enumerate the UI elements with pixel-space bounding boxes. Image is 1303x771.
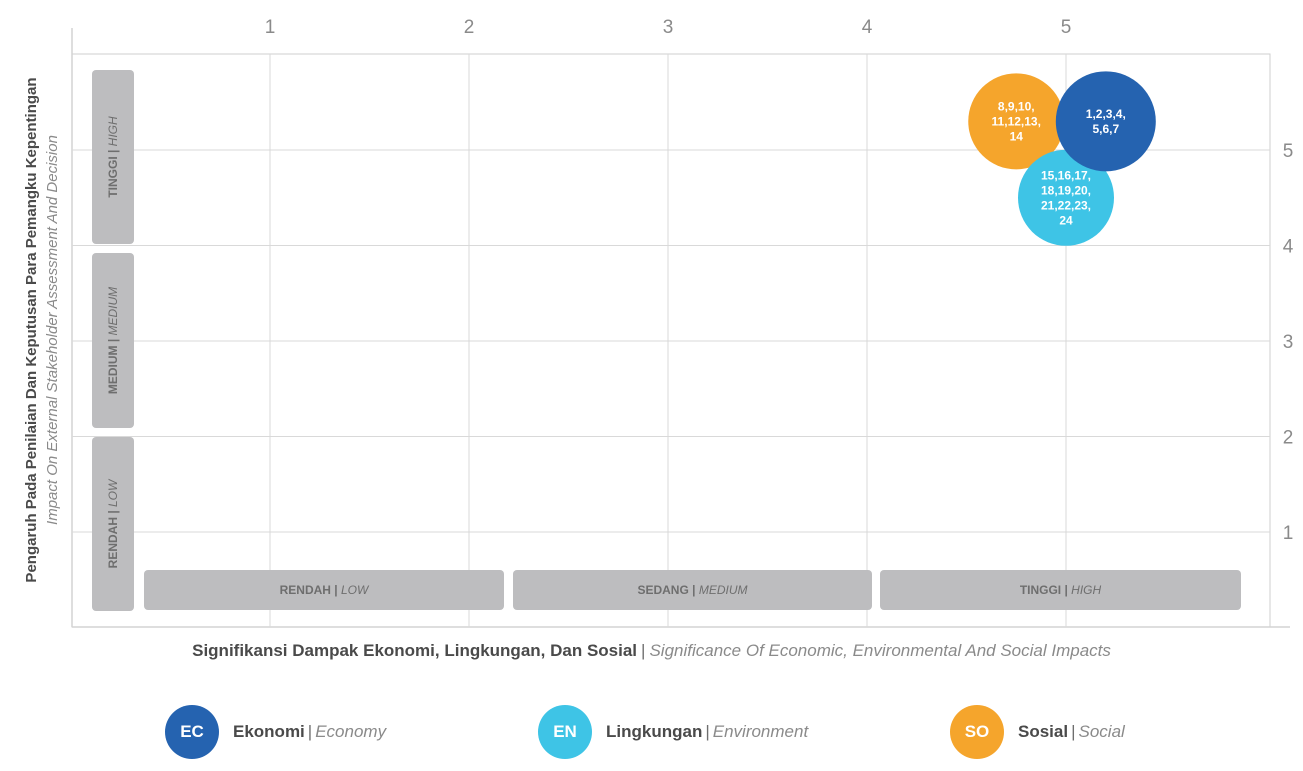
legend-name-ec: Ekonomi: [233, 722, 305, 741]
legend-sep-ec: |: [307, 722, 313, 741]
legend-sep-en: |: [705, 722, 710, 741]
y-band-label: RENDAH | LOW: [106, 478, 120, 568]
band-labels: RENDAH | LOW SEDANG | MEDIUM TINGGI | HIGH…: [92, 70, 1241, 611]
bubble-label-line: 24: [1059, 213, 1073, 227]
x-tick-label: 3: [663, 17, 674, 38]
x-band-label: RENDAH | LOW: [280, 583, 370, 597]
x-band-label: SEDANG | MEDIUM: [637, 583, 747, 597]
legend-name-so: Sosial: [1018, 722, 1069, 741]
bubble-en: 15,16,17,18,19,20,21,22,23,24: [1018, 149, 1114, 246]
bubble-circle: [1055, 71, 1156, 172]
x-band-box: [880, 570, 1241, 610]
y-axis-label-sub: Impact On External Stakeholder Assessmen…: [44, 135, 61, 525]
legend-item-social: SO Sosial | Social: [950, 705, 1125, 759]
bubble-ec: 1,2,3,4,5,6,7: [1055, 71, 1156, 172]
bubble-label-line: 18,19,20,: [1041, 183, 1091, 197]
legend-marker-ec: EC: [165, 705, 219, 759]
legend-marker-en: EN: [538, 705, 592, 759]
x-band-label: TINGGI | HIGH: [1020, 583, 1102, 597]
y-tick-label: 4: [1283, 237, 1294, 258]
legend-marker-so: SO: [950, 705, 1004, 759]
bubbles: 8,9,10,11,12,13,1415,16,17,18,19,20,21,2…: [968, 71, 1156, 246]
x-tick-label: 4: [862, 17, 873, 38]
bubble-circle: [968, 73, 1065, 170]
y-tick-label: 3: [1283, 332, 1294, 353]
y-axis-title: Pengaruh Pada Penilaian Dan Keputusan Pa…: [23, 77, 61, 582]
y-band-box: [92, 437, 134, 611]
legend-label-so: Sosial | Social: [1018, 722, 1125, 742]
y-tick-label: 5: [1283, 141, 1294, 162]
legend-name-en-en: Environment: [712, 722, 809, 741]
x-tick-label: 5: [1061, 17, 1072, 38]
bubble-so: 8,9,10,11,12,13,14: [968, 73, 1065, 170]
x-band-box: [513, 570, 872, 610]
y-band-label: TINGGI | HIGH: [106, 116, 120, 198]
materiality-chart: RENDAH | LOW SEDANG | MEDIUM TINGGI | HIGH…: [23, 17, 1294, 628]
x-axis-label-main: Signifikansi Dampak Ekonomi, Lingkungan,…: [192, 641, 638, 660]
axis-ticks: 1 2 3 4 5 1 2 3 4 5: [265, 17, 1294, 544]
x-tick-label: 2: [464, 17, 475, 38]
bubble-label-line: 8,9,10,: [998, 99, 1035, 113]
legend-name-en-so: Social: [1078, 722, 1125, 741]
legend-label-en: Lingkungan | Environment: [606, 722, 808, 742]
legend-name-en: Lingkungan: [606, 722, 703, 741]
bubble-circle: [1018, 149, 1114, 246]
legend-name-en-ec: Economy: [315, 722, 387, 741]
y-band-box: [92, 70, 134, 244]
x-tick-label: 1: [265, 17, 276, 38]
y-axis-label-main: Pengaruh Pada Penilaian Dan Keputusan Pa…: [23, 77, 40, 582]
bubble-label-line: 1,2,3,4,: [1086, 107, 1126, 121]
legend-item-economy: EC Ekonomi | Economy: [165, 705, 386, 759]
x-axis-label-separator: |: [641, 641, 646, 660]
bubble-label-line: 11,12,13,: [992, 114, 1041, 128]
x-axis-label-sub: Significance Of Economic, Environmental …: [649, 641, 1111, 660]
bubble-label-line: 21,22,23,: [1041, 198, 1091, 212]
bubble-label-line: 5,6,7: [1092, 122, 1119, 136]
legend-sep-so: |: [1071, 722, 1076, 741]
y-tick-label: 1: [1283, 523, 1294, 544]
x-band-box: [144, 570, 504, 610]
x-axis-title: Signifikansi Dampak Ekonomi, Lingkungan,…: [0, 641, 1303, 661]
y-band-box: [92, 253, 134, 428]
legend-item-environment: EN Lingkungan | Environment: [538, 705, 808, 759]
legend-label-ec: Ekonomi | Economy: [233, 722, 386, 742]
y-tick-label: 2: [1283, 428, 1294, 449]
bubble-label-line: 15,16,17,: [1041, 168, 1091, 182]
y-band-label: MEDIUM | MEDIUM: [106, 287, 120, 394]
bubble-label-line: 14: [1010, 129, 1024, 143]
